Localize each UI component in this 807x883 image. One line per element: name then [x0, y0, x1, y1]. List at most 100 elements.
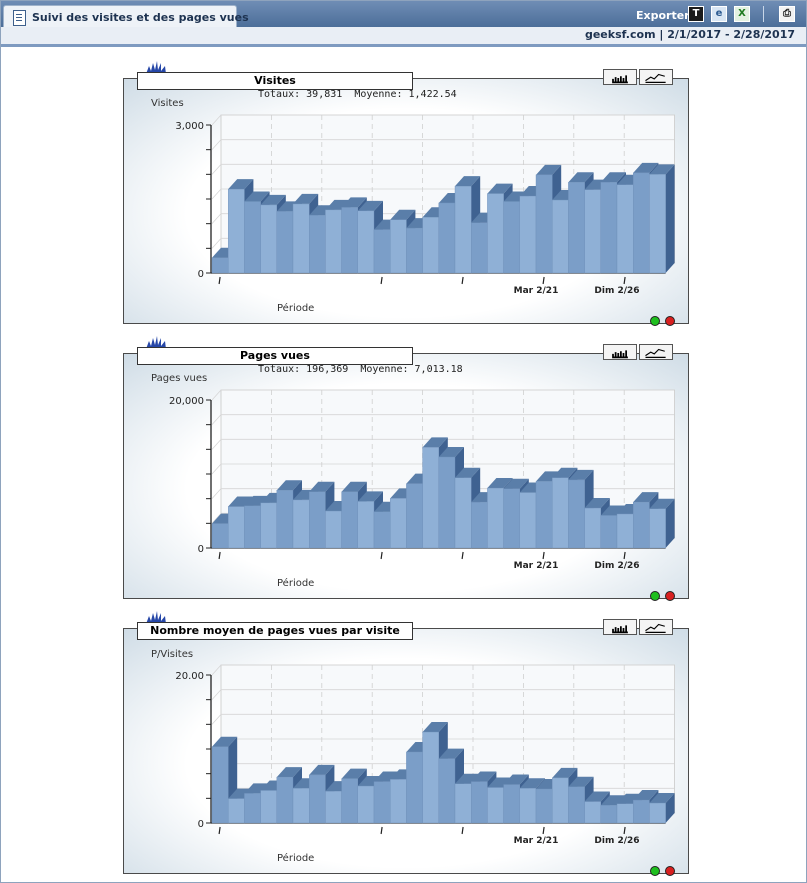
bar-top: [649, 793, 675, 804]
bar: [649, 802, 666, 824]
bar-top: [617, 793, 643, 804]
bar-top: [341, 197, 367, 208]
line-chart-button[interactable]: [639, 69, 673, 85]
bar: [292, 499, 310, 549]
bar-top: [228, 496, 254, 507]
panel-title: Pages vues: [137, 347, 413, 365]
bar: [584, 507, 601, 549]
status-error-icon: [665, 591, 675, 601]
gridline-floor: [211, 439, 222, 450]
status-ok-icon: [650, 591, 660, 601]
line-chart-icon: [645, 623, 666, 633]
y-axis-label: Visites: [151, 98, 184, 109]
sunburst-icon: [146, 336, 166, 349]
printer-icon[interactable]: ⎙: [779, 6, 795, 22]
bar: [406, 751, 423, 824]
status-ok-icon: [650, 316, 660, 326]
bar: [616, 184, 634, 274]
bar: [568, 786, 585, 824]
status-ok-icon: [650, 866, 660, 876]
bar-top: [357, 491, 383, 502]
bar: [390, 219, 407, 274]
bar-top: [260, 194, 286, 205]
web-page-icon[interactable]: e: [711, 6, 727, 22]
text-file-icon[interactable]: T: [688, 6, 704, 22]
bar: [552, 477, 569, 549]
bar-top: [244, 495, 270, 506]
bar-top: [487, 478, 513, 489]
report-icon: [13, 10, 26, 26]
site-date-range: geeksf.com | 2/1/2017 - 2/28/2017: [584, 28, 795, 41]
bar-top: [633, 790, 659, 801]
bar: [357, 785, 375, 824]
x-tick-label: Dim 2/26: [594, 286, 639, 296]
x-axis-tick: [461, 826, 464, 835]
status-error-icon: [665, 866, 675, 876]
bar: [276, 776, 294, 824]
bar-chart-button[interactable]: [603, 344, 637, 360]
excel-icon[interactable]: X: [734, 6, 750, 22]
bar-top: [422, 437, 448, 448]
tab-visits-report[interactable]: Suivi des visites et des pages vues: [3, 5, 249, 29]
bar: [600, 182, 618, 274]
bar: [357, 501, 375, 549]
y-axis-label: Pages vues: [151, 373, 208, 384]
bar-top: [276, 480, 302, 491]
line-chart-button[interactable]: [639, 619, 673, 635]
bar-top: [536, 471, 562, 482]
bar: [227, 798, 245, 824]
bar: [260, 502, 278, 549]
bar-top: [212, 736, 238, 747]
x-axis-tick: [542, 276, 545, 285]
bar-top: [487, 183, 513, 194]
gridline-floor: [211, 689, 222, 700]
bar-chart-button[interactable]: [603, 69, 637, 85]
bar: [584, 189, 601, 274]
bar: [487, 787, 504, 824]
bar: [406, 483, 423, 549]
sunburst-icon: [146, 61, 166, 74]
bar-top: [552, 767, 578, 778]
bar: [422, 217, 440, 274]
bar-top: [649, 164, 675, 175]
panel-summary: Totaux: 39,831 Moyenne: 1,422.54: [258, 89, 457, 100]
bar: [309, 774, 326, 824]
bar-top: [390, 209, 416, 220]
bar: [454, 783, 472, 824]
bar-top: [244, 191, 270, 202]
x-tick-label: Mar 2/21: [514, 286, 559, 296]
bar: [211, 523, 229, 549]
bar: [341, 207, 359, 274]
bar: [292, 203, 310, 274]
gridline-floor: [211, 389, 222, 401]
x-axis-label: Période: [277, 303, 315, 314]
bar: [341, 778, 359, 824]
y-tick-label: 20.00: [175, 671, 204, 682]
bar: [211, 746, 229, 824]
line-chart-button[interactable]: [639, 344, 673, 360]
bar-top: [584, 791, 610, 802]
bar: [454, 185, 472, 274]
x-tick-label: Mar 2/21: [514, 836, 559, 846]
bar-chart-button[interactable]: [603, 619, 637, 635]
bar: [633, 172, 650, 274]
bar: [600, 515, 618, 549]
bar-chart-icon: [612, 75, 628, 84]
bar-top: [357, 200, 383, 211]
toolbar-divider: [763, 6, 764, 22]
x-axis-tick: [380, 551, 383, 560]
x-axis-tick: [218, 551, 221, 560]
bar-side: [665, 793, 675, 823]
bar-top: [438, 446, 464, 457]
bar-top: [568, 776, 594, 787]
y-axis-label: P/Visites: [151, 649, 194, 660]
bar: [471, 781, 488, 824]
x-axis-tick: [623, 551, 626, 560]
gridline-floor: [211, 188, 222, 200]
bar: [568, 479, 585, 549]
panel-summary: Totaux: 196,369 Moyenne: 7,013.18: [258, 364, 463, 375]
x-axis-tick: [623, 276, 626, 285]
gridline-floor: [211, 213, 222, 224]
bar: [309, 215, 326, 274]
info-bar-border: [1, 44, 806, 47]
